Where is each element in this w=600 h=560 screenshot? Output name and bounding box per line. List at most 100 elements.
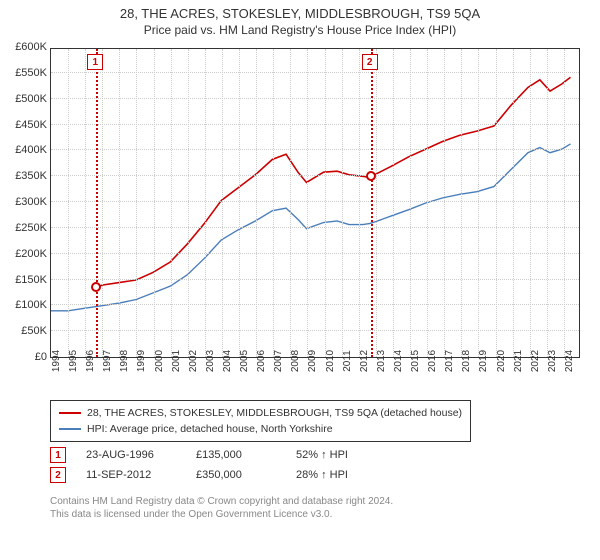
grid-line-h bbox=[51, 149, 579, 150]
grid-line-h bbox=[51, 253, 579, 254]
grid-line-h bbox=[51, 227, 579, 228]
grid-line-v bbox=[513, 49, 514, 357]
footer-line2: This data is licensed under the Open Gov… bbox=[50, 508, 393, 521]
y-tick-label: £550K bbox=[15, 67, 47, 79]
event-badge: 2 bbox=[362, 54, 378, 70]
grid-line-v bbox=[273, 49, 274, 357]
y-tick-label: £450K bbox=[15, 119, 47, 131]
event-table-badge: 1 bbox=[50, 447, 66, 463]
footer: Contains HM Land Registry data © Crown c… bbox=[50, 495, 393, 521]
grid-line-v bbox=[564, 49, 565, 357]
y-tick-label: £350K bbox=[15, 170, 47, 182]
x-tick-label: 2016 bbox=[427, 350, 438, 372]
grid-line-v bbox=[410, 49, 411, 357]
x-tick-label: 2007 bbox=[273, 350, 284, 372]
line-layer bbox=[51, 49, 579, 357]
x-tick-label: 2021 bbox=[513, 350, 524, 372]
grid-line-v bbox=[444, 49, 445, 357]
event-table-price: £350,000 bbox=[196, 465, 276, 485]
legend-label-hpi: HPI: Average price, detached house, Nort… bbox=[87, 421, 333, 437]
x-tick-label: 2013 bbox=[376, 350, 387, 372]
grid-line-v bbox=[530, 49, 531, 357]
y-tick-label: £150K bbox=[15, 274, 47, 286]
grid-line-v bbox=[154, 49, 155, 357]
grid-line-h bbox=[51, 279, 579, 280]
event-table-price: £135,000 bbox=[196, 445, 276, 465]
y-tick-label: £500K bbox=[15, 93, 47, 105]
grid-line-v bbox=[102, 49, 103, 357]
chart-title: 28, THE ACRES, STOKESLEY, MIDDLESBROUGH,… bbox=[0, 0, 600, 21]
event-marker bbox=[366, 171, 376, 181]
event-table-badge: 2 bbox=[50, 467, 66, 483]
x-tick-label: 2004 bbox=[222, 350, 233, 372]
grid-line-h bbox=[51, 201, 579, 202]
x-tick-label: 2011 bbox=[342, 350, 353, 372]
x-tick-label: 1996 bbox=[85, 350, 96, 372]
event-line bbox=[371, 49, 373, 357]
x-tick-label: 2019 bbox=[478, 350, 489, 372]
x-tick-label: 2003 bbox=[205, 350, 216, 372]
y-tick-label: £400K bbox=[15, 144, 47, 156]
event-badge: 1 bbox=[87, 54, 103, 70]
x-tick-label: 2015 bbox=[410, 350, 421, 372]
y-tick-label: £300K bbox=[15, 196, 47, 208]
chart-container: 28, THE ACRES, STOKESLEY, MIDDLESBROUGH,… bbox=[0, 0, 600, 560]
grid-line-v bbox=[68, 49, 69, 357]
plot-area: £0£50K£100K£150K£200K£250K£300K£350K£400… bbox=[50, 48, 580, 358]
grid-line-h bbox=[51, 124, 579, 125]
x-tick-label: 1997 bbox=[102, 350, 113, 372]
event-table-row: 123-AUG-1996£135,00052% ↑ HPI bbox=[50, 445, 386, 465]
grid-line-v bbox=[393, 49, 394, 357]
event-table-row: 2 11-SEP-2012 £350,000 28% ↑ HPI bbox=[50, 465, 386, 485]
grid-line-v bbox=[205, 49, 206, 357]
x-tick-label: 2023 bbox=[547, 350, 558, 372]
x-tick-label: 2008 bbox=[290, 350, 301, 372]
grid-line-v bbox=[136, 49, 137, 357]
legend: 28, THE ACRES, STOKESLEY, MIDDLESBROUGH,… bbox=[50, 400, 471, 442]
chart-subtitle: Price paid vs. HM Land Registry's House … bbox=[0, 21, 600, 37]
x-tick-label: 2020 bbox=[496, 350, 507, 372]
x-tick-label: 1998 bbox=[119, 350, 130, 372]
legend-row-hpi: HPI: Average price, detached house, Nort… bbox=[59, 421, 462, 437]
grid-line-v bbox=[290, 49, 291, 357]
y-tick-label: £250K bbox=[15, 222, 47, 234]
legend-swatch-property bbox=[59, 412, 81, 414]
y-tick-label: £0 bbox=[35, 351, 47, 363]
x-tick-label: 1994 bbox=[51, 350, 62, 372]
legend-swatch-hpi bbox=[59, 428, 81, 430]
x-tick-label: 2012 bbox=[359, 350, 370, 372]
grid-line-v bbox=[119, 49, 120, 357]
x-tick-label: 2022 bbox=[530, 350, 541, 372]
event-marker bbox=[91, 282, 101, 292]
grid-line-v bbox=[478, 49, 479, 357]
y-tick-label: £200K bbox=[15, 248, 47, 260]
event-table-hpi: 28% ↑ HPI bbox=[296, 465, 386, 485]
grid-line-h bbox=[51, 330, 579, 331]
grid-line-v bbox=[307, 49, 308, 357]
legend-row-property: 28, THE ACRES, STOKESLEY, MIDDLESBROUGH,… bbox=[59, 405, 462, 421]
grid-line-v bbox=[325, 49, 326, 357]
x-tick-label: 2010 bbox=[325, 350, 336, 372]
event-table-date: 11-SEP-2012 bbox=[86, 465, 176, 485]
x-tick-label: 2005 bbox=[239, 350, 250, 372]
grid-line-v bbox=[359, 49, 360, 357]
x-tick-label: 2001 bbox=[171, 350, 182, 372]
x-tick-label: 2000 bbox=[154, 350, 165, 372]
grid-line-v bbox=[547, 49, 548, 357]
x-tick-label: 2018 bbox=[461, 350, 472, 372]
y-tick-label: £100K bbox=[15, 299, 47, 311]
series-line-property bbox=[96, 77, 570, 287]
x-tick-label: 2009 bbox=[307, 350, 318, 372]
grid-line-v bbox=[461, 49, 462, 357]
grid-line-h bbox=[51, 98, 579, 99]
events-table: 123-AUG-1996£135,00052% ↑ HPI211-SEP-201… bbox=[50, 445, 386, 485]
x-tick-label: 1995 bbox=[68, 350, 79, 372]
x-tick-label: 2017 bbox=[444, 350, 455, 372]
footer-line1: Contains HM Land Registry data © Crown c… bbox=[50, 495, 393, 508]
x-tick-label: 2024 bbox=[564, 350, 575, 372]
y-tick-label: £50K bbox=[21, 325, 47, 337]
grid-line-h bbox=[51, 72, 579, 73]
event-table-date: 23-AUG-1996 bbox=[86, 445, 176, 465]
x-tick-label: 2002 bbox=[188, 350, 199, 372]
grid-line-v bbox=[376, 49, 377, 357]
